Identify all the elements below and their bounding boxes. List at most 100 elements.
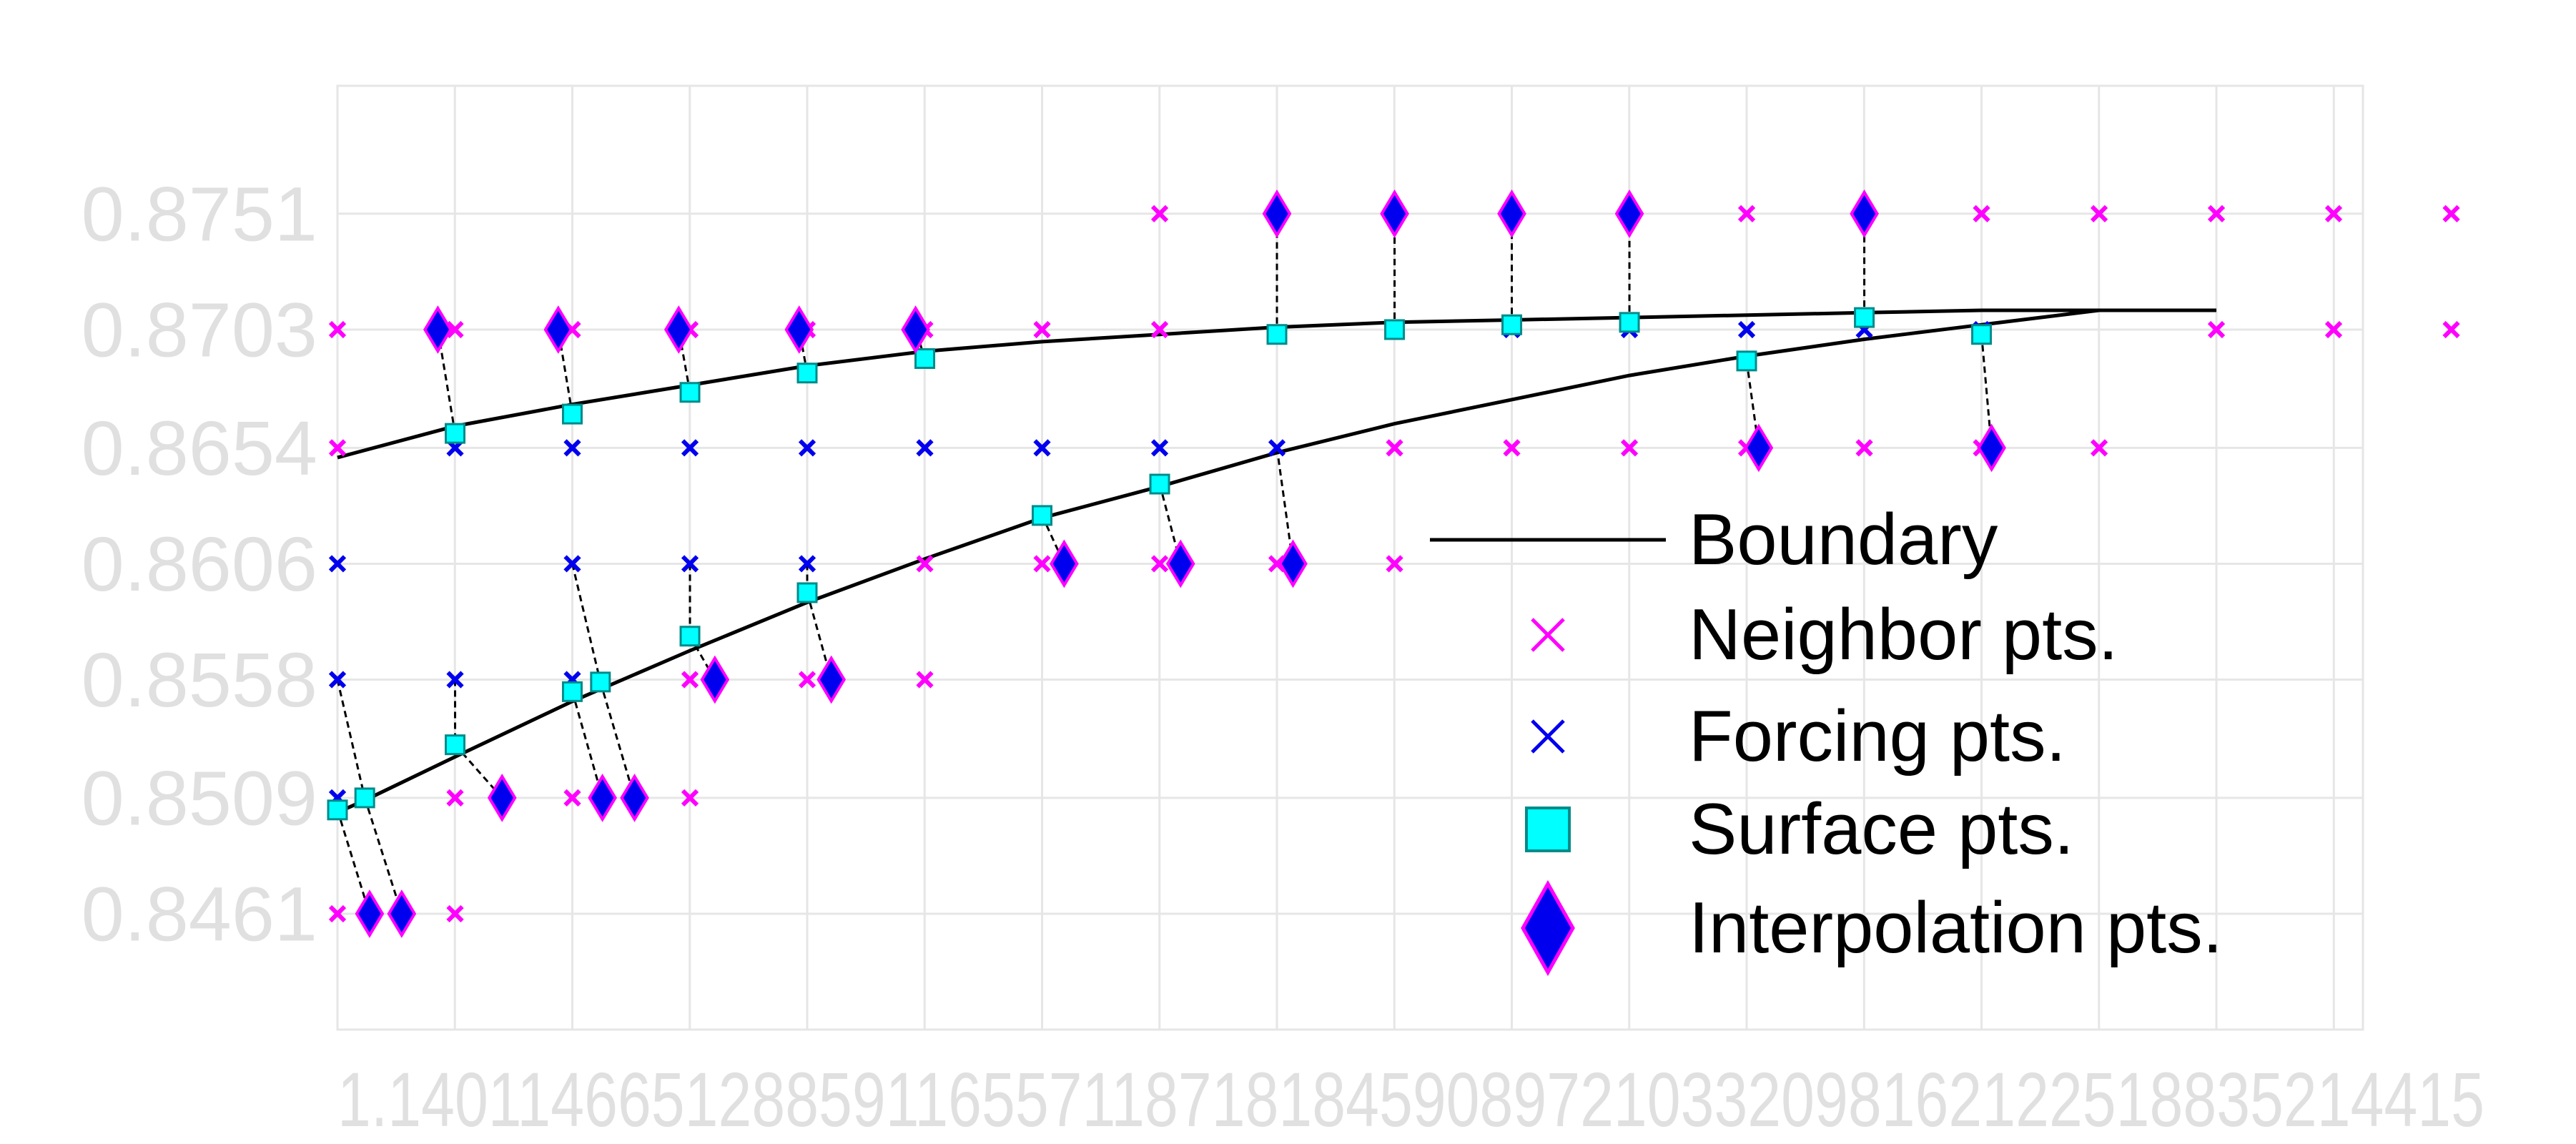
interpolation-point [1850, 189, 1879, 238]
neighbor-point-stroke [328, 904, 347, 923]
neighbor-point-stroke [563, 789, 581, 807]
surface-point [1032, 505, 1053, 526]
x-tick-label-text: 1.14011466512885911655711871818459089721… [337, 1056, 2484, 1143]
neighbor-point-stroke [916, 671, 934, 689]
neighbor-point [1033, 320, 1051, 339]
neighbor-point [1150, 555, 1169, 573]
forcing-point-stroke [1150, 439, 1169, 457]
neighbor-point-stroke [446, 789, 464, 807]
legend-label: Neighbor pts. [1689, 595, 2118, 675]
neighbor-point [2324, 320, 2343, 339]
forcing-point-stroke [563, 555, 581, 573]
forcing-point-stroke [681, 439, 699, 457]
neighbor-point [1386, 439, 1403, 457]
interpolation-point [355, 889, 385, 938]
neighbor-point [1620, 439, 1639, 457]
neighbor-point-stroke [2442, 320, 2460, 339]
plot-area: 0.8751 0.8703 0.8654 0.8606 0.8558 0.8509 0.84… [82, 84, 2484, 1143]
surface-point [796, 363, 818, 384]
neighbor-point [1150, 204, 1169, 223]
forcing-point-stroke [1268, 439, 1286, 457]
forcing-point-stroke [446, 671, 464, 689]
neighbor-point-stroke [2090, 439, 2108, 457]
neighbor-point [2207, 204, 2226, 223]
neighbor-point [328, 320, 347, 339]
forcing-point-stroke [1737, 320, 1756, 339]
interpolation-point [663, 305, 694, 354]
connector-line [557, 329, 573, 415]
gridlines [337, 86, 2363, 1030]
interpolation-point [1497, 189, 1526, 238]
neighbor-point-stroke [2442, 204, 2460, 223]
neighbor-point-stroke [1150, 555, 1169, 573]
connector-line [599, 681, 636, 799]
neighbor-point [2442, 320, 2460, 339]
surface-point [1266, 324, 1288, 345]
legend-label: Interpolation pts. [1689, 888, 2223, 968]
neighbor-point-stroke [1737, 204, 1756, 223]
legend-label: Surface pts. [1689, 789, 2074, 869]
forcing-point-stroke [1033, 439, 1051, 457]
surface-point [1619, 312, 1640, 333]
interpolation-point [1614, 189, 1644, 238]
neighbor-point-stroke [328, 320, 347, 339]
surface-point [327, 799, 348, 821]
forcing-point [1737, 320, 1756, 339]
neighbor-point-stroke [2324, 204, 2343, 223]
legend-x-swatch-stroke [1531, 618, 1565, 652]
forcing-point-stroke [328, 671, 347, 689]
connector-line [689, 635, 716, 681]
neighbor-point-stroke [1386, 555, 1403, 573]
interpolation-point [1380, 189, 1409, 238]
neighbor-point [681, 789, 699, 807]
neighbor-point [1033, 555, 1051, 573]
surface-point [679, 382, 701, 403]
surface-point [1736, 350, 1757, 372]
forcing-point [1033, 439, 1051, 457]
forcing-point-stroke [798, 439, 816, 457]
legend-x-swatch [1531, 719, 1565, 754]
neighbor-point [446, 320, 464, 339]
legend-entry: Surface pts. [1525, 789, 2074, 869]
forcing-point [563, 439, 581, 457]
surface-point [679, 626, 701, 647]
neighbor-point [798, 671, 816, 689]
neighbor-point-stroke [446, 904, 464, 923]
surface-point [914, 347, 936, 369]
forcing-point [446, 671, 464, 689]
surface-point [796, 582, 818, 603]
y-tick-label: 0.8654 [82, 405, 317, 491]
interpolation-point [1977, 423, 2006, 473]
forcing-point [916, 439, 934, 457]
interpolation-points-series [355, 189, 2006, 938]
legend-entry: Interpolation pts. [1521, 879, 2223, 977]
neighbor-point [328, 904, 347, 923]
neighbor-point-stroke [1855, 439, 1873, 457]
neighbor-point [1150, 320, 1169, 339]
forcing-point-stroke [328, 555, 347, 573]
neighbor-point [916, 671, 934, 689]
y-tick-label: 0.8751 [82, 170, 317, 257]
surface-point [1149, 473, 1170, 495]
y-tick-label: 0.8461 [82, 870, 317, 957]
neighbor-point-stroke [1150, 204, 1169, 223]
neighbor-point-stroke [1033, 555, 1051, 573]
legend-entry: Boundary [1430, 500, 1998, 580]
neighbor-point-stroke [2207, 204, 2226, 223]
neighbor-point-stroke [1973, 204, 1990, 223]
interpolation-point [1278, 539, 1308, 588]
y-tick-label: 0.8703 [82, 286, 317, 373]
interpolation-point [1744, 423, 1774, 473]
connector-line [571, 691, 604, 799]
legend-x-swatch [1531, 618, 1565, 652]
forcing-point-stroke [681, 555, 699, 573]
legend-square-swatch [1525, 807, 1571, 852]
forcing-point [1150, 439, 1169, 457]
legend-entry: Neighbor pts. [1531, 595, 2118, 675]
neighbor-point [1737, 204, 1756, 223]
interpolation-point [487, 774, 517, 822]
forcing-point [681, 439, 699, 457]
forcing-point [563, 555, 581, 573]
neighbor-point [1855, 439, 1873, 457]
surface-point [1971, 324, 1993, 345]
